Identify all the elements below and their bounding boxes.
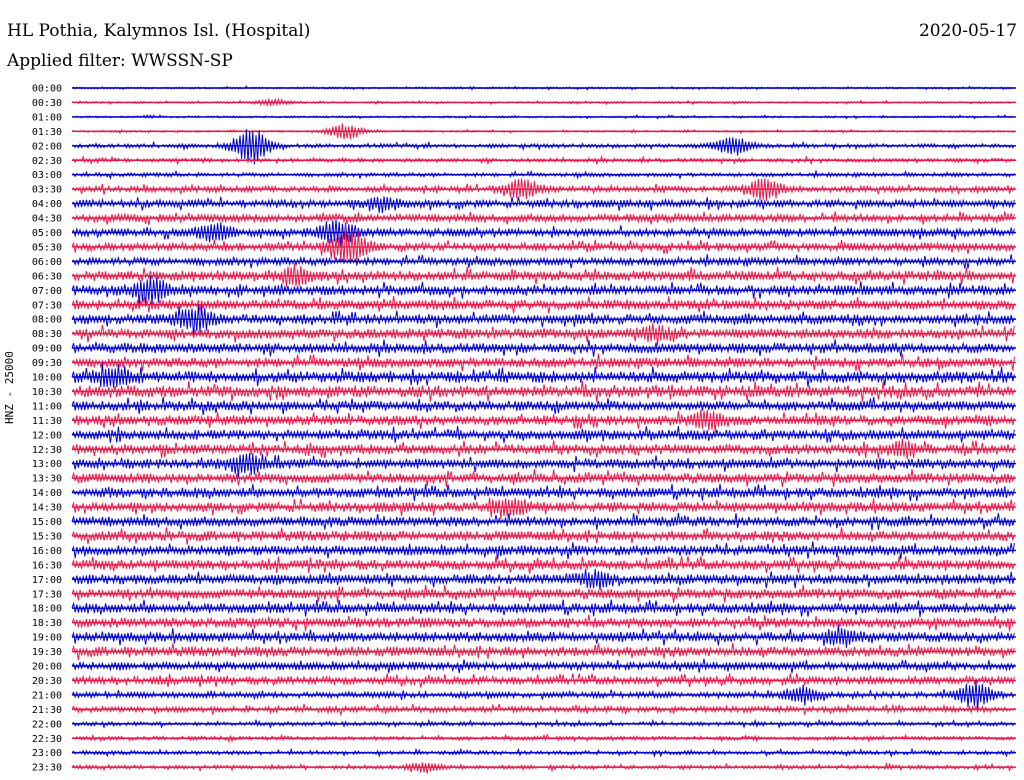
filter-label: Applied filter: WWSSN-SP (7, 51, 233, 71)
row-time-label: 03:00 (32, 170, 62, 181)
row-time-label: 01:30 (32, 127, 62, 138)
row-time-label: 17:00 (32, 575, 62, 586)
row-time-label: 02:30 (32, 156, 62, 167)
seismic-trace (71, 425, 1015, 444)
seismic-trace (71, 275, 1015, 307)
row-time-label: 09:30 (32, 358, 62, 369)
seismic-trace (71, 380, 1015, 403)
row-time-label: 06:00 (32, 257, 62, 268)
row-time-label: 19:30 (32, 647, 62, 658)
row-time-label: 01:00 (32, 112, 62, 123)
row-time-label: 10:30 (32, 387, 62, 398)
seismic-trace (71, 614, 1015, 632)
row-time-label: 19:00 (32, 633, 62, 644)
row-time-label: 23:30 (32, 763, 62, 774)
row-time-label: 08:00 (32, 315, 62, 326)
row-time-label: 18:00 (32, 604, 62, 615)
seismic-trace (71, 438, 1015, 460)
row-time-label: 13:30 (32, 474, 62, 485)
seismic-trace (71, 513, 1015, 531)
row-time-label: 15:30 (32, 531, 62, 542)
row-time-label: 16:30 (32, 560, 62, 571)
seismic-trace (71, 362, 1015, 388)
seismic-trace (71, 680, 1015, 711)
row-time-label: 14:00 (32, 488, 62, 499)
row-time-label: 04:00 (32, 199, 62, 210)
row-time-label: 08:30 (32, 329, 62, 340)
seismic-trace (71, 219, 1015, 247)
seismic-trace (71, 397, 1015, 415)
seismic-trace (71, 254, 1015, 269)
row-time-label: 13:00 (32, 459, 62, 470)
row-time-label: 03:30 (32, 185, 62, 196)
row-time-label: 17:30 (32, 589, 62, 600)
seismic-trace (71, 409, 1015, 433)
row-time-label: 02:00 (32, 141, 62, 152)
row-time-label: 05:30 (32, 242, 62, 253)
row-time-label: 05:00 (32, 228, 62, 239)
row-time-label: 22:30 (32, 734, 62, 745)
row-time-label: 12:00 (32, 430, 62, 441)
seismic-trace (71, 761, 1015, 774)
row-time-label: 20:00 (32, 662, 62, 673)
date-label: 2020-05-17 (918, 21, 1017, 41)
station-title: HL Pothia, Kalymnos Isl. (Hospital) (7, 21, 311, 41)
row-time-label: 20:30 (32, 676, 62, 687)
row-time-label: 09:00 (32, 344, 62, 355)
row-time-label: 00:00 (32, 84, 62, 95)
row-time-label: 11:30 (32, 416, 62, 427)
row-time-label: 15:00 (32, 517, 62, 528)
row-time-label: 10:00 (32, 373, 62, 384)
row-time-label: 16:00 (32, 546, 62, 557)
row-time-label: 21:30 (32, 705, 62, 716)
row-time-label: 07:00 (32, 286, 62, 297)
seismic-trace (71, 497, 1015, 520)
seismic-trace (71, 673, 1015, 688)
row-time-label: 14:30 (32, 503, 62, 514)
row-time-label: 22:00 (32, 719, 62, 730)
row-time-label: 12:30 (32, 445, 62, 456)
row-time-label: 11:00 (32, 401, 62, 412)
seismic-trace (71, 624, 1015, 648)
seismic-trace (71, 196, 1015, 214)
row-time-label: 18:30 (32, 618, 62, 629)
seismic-trace (71, 304, 1015, 338)
row-time-label: 23:00 (32, 748, 62, 759)
row-time-label: 04:30 (32, 214, 62, 225)
row-time-label: 06:30 (32, 271, 62, 282)
row-time-label: 00:30 (32, 98, 62, 109)
row-time-label: 07:30 (32, 300, 62, 311)
row-time-label: 21:00 (32, 690, 62, 701)
